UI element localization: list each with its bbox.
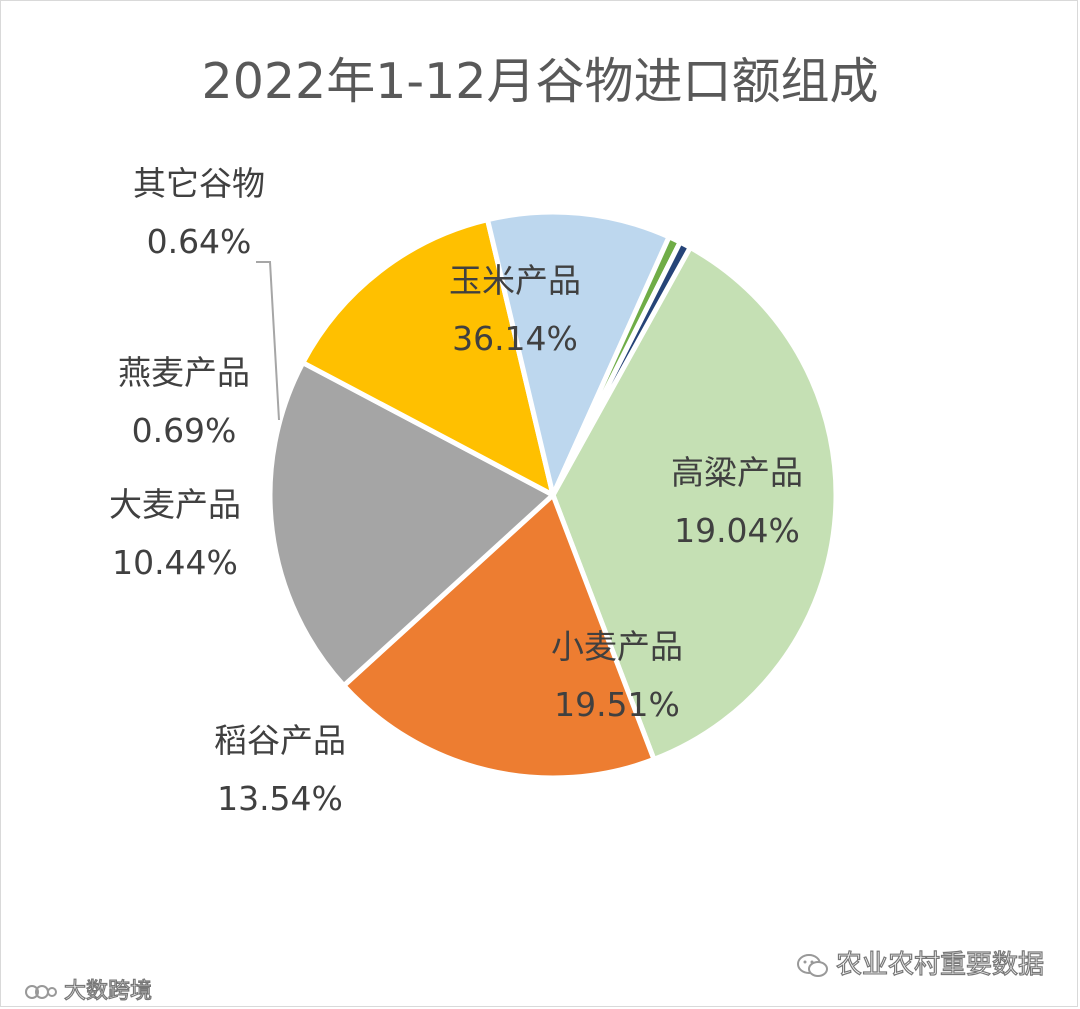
slice-percent-label: 10.44% (112, 543, 238, 582)
watermark-right-text: 农业农村重要数据 (835, 949, 1044, 980)
pie-slice-5 (485, 209, 672, 498)
pie-slices (267, 209, 839, 781)
pie-slice-1 (550, 244, 839, 762)
slice-label-6: 燕麦产品 0.69% (118, 353, 250, 450)
slice-label-3: 小麦产品 19.51% (551, 627, 683, 724)
slice-percent-label: 13.54% (217, 779, 343, 818)
pie-slice-3 (267, 360, 556, 689)
pie-slice-7 (550, 239, 693, 498)
brand-logo-icon (25, 985, 57, 999)
slice-category-label: 大麦产品 (109, 485, 241, 524)
leader-line-7 (256, 261, 280, 421)
slice-labels: 玉米产品 36.14% 高粱产品 19.04% 小麦产品 19.51% 稻谷产品 13.54%… (109, 164, 803, 818)
slice-label-2: 高粱产品 19.04% (671, 453, 803, 550)
slice-category-label: 高粱产品 (671, 453, 803, 492)
watermark-right: 农业农村重要数据 (796, 944, 1045, 981)
slice-percent-label: 36.14% (452, 319, 578, 358)
slice-label-7: 其它谷物 0.64% (133, 164, 265, 261)
slice-percent-label: 0.64% (147, 222, 252, 261)
slice-category-label: 燕麦产品 (118, 353, 250, 392)
slice-category-label: 稻谷产品 (214, 721, 346, 760)
pie-slice-2 (341, 492, 657, 781)
pie-slice-4 (300, 217, 556, 498)
chart-title: 2022年1-12月谷物进口额组成 (201, 53, 879, 110)
slice-percent-label: 19.04% (674, 511, 800, 550)
watermark-left-text: 大数跨境 (63, 978, 153, 1004)
slice-label-1: 玉米产品 36.14% (449, 261, 581, 358)
slice-label-4: 稻谷产品 13.54% (214, 721, 346, 818)
slice-category-label: 玉米产品 (449, 261, 581, 300)
slice-percent-label: 19.51% (554, 685, 680, 724)
slice-category-label: 其它谷物 (133, 164, 265, 203)
wechat-icon (796, 953, 828, 977)
slice-label-5: 大麦产品 10.44% (109, 485, 241, 582)
slice-percent-label: 0.69% (132, 411, 237, 450)
leader-lines (256, 261, 280, 421)
watermark-left: 大数跨境 (24, 973, 153, 1005)
slice-category-label: 小麦产品 (551, 627, 683, 666)
